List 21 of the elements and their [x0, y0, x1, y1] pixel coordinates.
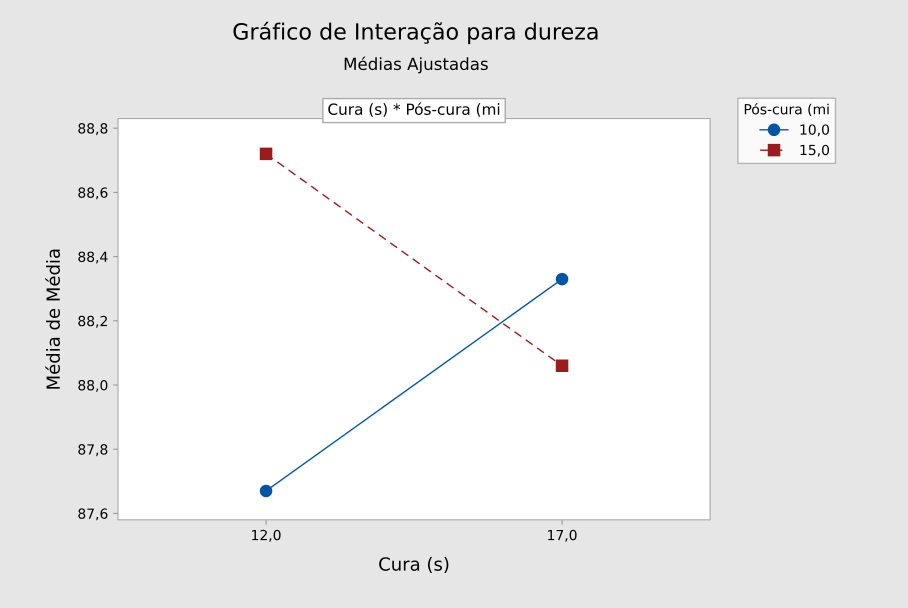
x-tick-label: 12,0 [252, 530, 281, 542]
point [260, 484, 272, 498]
legend-label: 15,0 [800, 144, 830, 157]
point [556, 360, 568, 372]
text: Cura (s) * Pós-cura (mi [328, 102, 500, 117]
y-tick-label: 87,6 [78, 508, 108, 520]
legend-title: Pós-cura (mi [744, 103, 829, 116]
y-tick-label: 88,2 [78, 316, 107, 328]
point [260, 148, 272, 160]
y-tick-label: 87,8 [78, 444, 108, 456]
legend-label: 10,0 [800, 124, 830, 136]
x-axis-title: Cura (s) [379, 556, 448, 573]
point [556, 272, 568, 286]
y-axis-title: Média de Média [45, 250, 60, 389]
y-tick-label: 88,8 [78, 123, 108, 136]
chart-title: Gráfico de Interação para dureza [233, 22, 598, 44]
chart-subtitle: Médias Ajustadas [344, 56, 488, 74]
y-tick-label: 88,6 [78, 187, 108, 200]
y-tick-label: 88,0 [78, 380, 108, 392]
y-tick-label: 88,4 [78, 252, 108, 264]
x-tick-label: 17,0 [548, 530, 577, 542]
